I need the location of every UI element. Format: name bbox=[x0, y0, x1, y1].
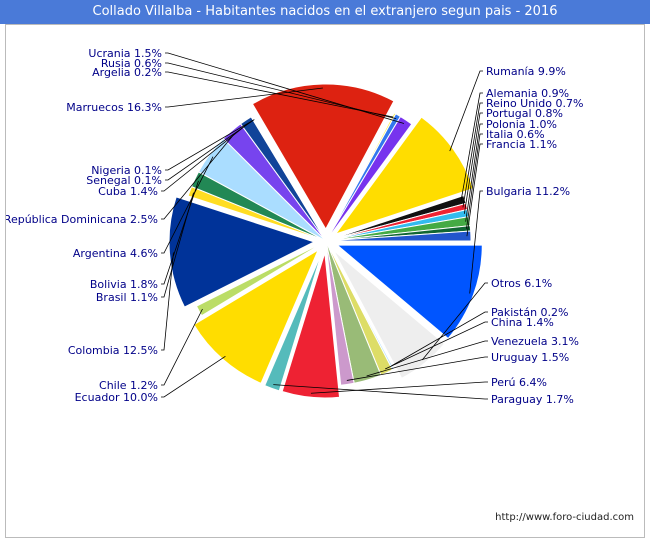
slice-label-0: Bulgaria 11.2% bbox=[486, 185, 570, 198]
leader-line-11 bbox=[161, 192, 194, 298]
leader-line-28 bbox=[466, 143, 483, 237]
slice-label-14: República Dominicana 2.5% bbox=[6, 213, 158, 226]
pie-slice-7 bbox=[264, 252, 323, 392]
slice-label-8: Ecuador 10.0% bbox=[75, 391, 158, 404]
slice-label-17: Nigeria 0.1% bbox=[91, 164, 162, 177]
leader-line-0 bbox=[469, 190, 483, 294]
leader-line-14 bbox=[161, 133, 235, 220]
leader-line-1 bbox=[421, 282, 488, 361]
slice-label-13: Argentina 4.6% bbox=[73, 247, 158, 260]
leader-line-20 bbox=[165, 62, 397, 120]
pie-slice-1 bbox=[333, 249, 446, 380]
slice-label-20: Rusia 0.6% bbox=[101, 57, 162, 70]
slice-label-21: Ucrania 1.5% bbox=[88, 47, 162, 60]
leader-line-17 bbox=[165, 119, 255, 171]
leader-line-26 bbox=[465, 123, 483, 222]
leader-line-27 bbox=[466, 133, 483, 229]
slice-label-9: Chile 1.2% bbox=[99, 379, 158, 392]
slice-label-3: China 1.4% bbox=[491, 316, 554, 329]
slice-label-26: Polonia 1.0% bbox=[486, 118, 557, 131]
pie-slice-28 bbox=[325, 230, 472, 242]
leader-line-10 bbox=[161, 252, 174, 351]
leader-line-23 bbox=[460, 92, 483, 201]
pie-slice-0 bbox=[335, 244, 483, 340]
source-watermark: http://www.foro-ciudad.com bbox=[495, 512, 634, 523]
slice-label-1: Otros 6.1% bbox=[491, 277, 552, 290]
slice-label-25: Portugal 0.8% bbox=[486, 107, 563, 120]
pie-chart: Bulgaria 11.2%Otros 6.1%Pakistán 0.2%Chi… bbox=[6, 47, 583, 406]
slice-label-16: Senegal 0.1% bbox=[86, 174, 162, 187]
leader-line-7 bbox=[273, 384, 488, 400]
pie-slice-10 bbox=[168, 196, 316, 308]
slice-label-24: Reino Unido 0.7% bbox=[486, 97, 583, 110]
leader-line-16 bbox=[165, 119, 254, 181]
slices-layer bbox=[168, 83, 483, 399]
leader-line-2 bbox=[391, 311, 488, 367]
slice-label-4: Venezuela 3.1% bbox=[491, 335, 579, 348]
slice-label-6: Perú 6.4% bbox=[491, 376, 547, 389]
leader-line-21 bbox=[165, 52, 405, 124]
leader-line-5 bbox=[346, 356, 488, 381]
pie-slice-17 bbox=[251, 115, 327, 242]
slice-label-18: Marruecos 16.3% bbox=[66, 101, 162, 114]
slice-label-22: Rumanía 9.9% bbox=[486, 65, 566, 78]
leader-line-18 bbox=[165, 87, 323, 108]
leader-line-3 bbox=[384, 321, 488, 370]
leader-lines-layer bbox=[161, 52, 488, 400]
pie-slice-8 bbox=[193, 248, 320, 384]
leader-line-25 bbox=[463, 112, 483, 214]
leader-line-24 bbox=[462, 102, 483, 208]
slice-label-10: Colombia 12.5% bbox=[68, 344, 158, 357]
slice-label-27: Italia 0.6% bbox=[486, 128, 545, 141]
slice-label-2: Pakistán 0.2% bbox=[491, 306, 569, 319]
leader-line-22 bbox=[449, 70, 483, 152]
slice-label-7: Paraguay 1.7% bbox=[491, 393, 574, 406]
slice-label-5: Uruguay 1.5% bbox=[491, 351, 569, 364]
slice-label-12: Bolivia 1.8% bbox=[90, 278, 158, 291]
leader-line-4 bbox=[366, 340, 488, 377]
pie-slice-9 bbox=[195, 240, 327, 317]
leader-line-12 bbox=[161, 180, 199, 285]
slice-label-19: Argelia 0.2% bbox=[92, 66, 162, 79]
slice-label-23: Alemania 0.9% bbox=[486, 87, 569, 100]
slice-label-28: Francia 1.1% bbox=[486, 138, 557, 151]
leader-line-6 bbox=[310, 381, 488, 394]
leader-line-19 bbox=[165, 71, 394, 118]
labels-layer: Bulgaria 11.2%Otros 6.1%Pakistán 0.2%Chi… bbox=[6, 47, 583, 406]
pie-slice-18 bbox=[251, 83, 395, 231]
leader-line-15 bbox=[161, 123, 249, 192]
leader-line-9 bbox=[161, 308, 203, 386]
chart-title: Collado Villalba - Habitantes nacidos en… bbox=[0, 0, 650, 24]
pie-slice-5 bbox=[325, 240, 355, 386]
pie-slice-6 bbox=[281, 252, 341, 399]
pie-slice-21 bbox=[325, 115, 413, 242]
slice-label-15: Cuba 1.4% bbox=[98, 185, 158, 198]
leader-line-8 bbox=[161, 355, 226, 398]
slice-label-11: Brasil 1.1% bbox=[96, 291, 158, 304]
plot-area: Bulgaria 11.2% Otros 6.1% Pakistán 0.2% Chi… bbox=[5, 24, 645, 538]
leader-line-13 bbox=[161, 156, 214, 254]
